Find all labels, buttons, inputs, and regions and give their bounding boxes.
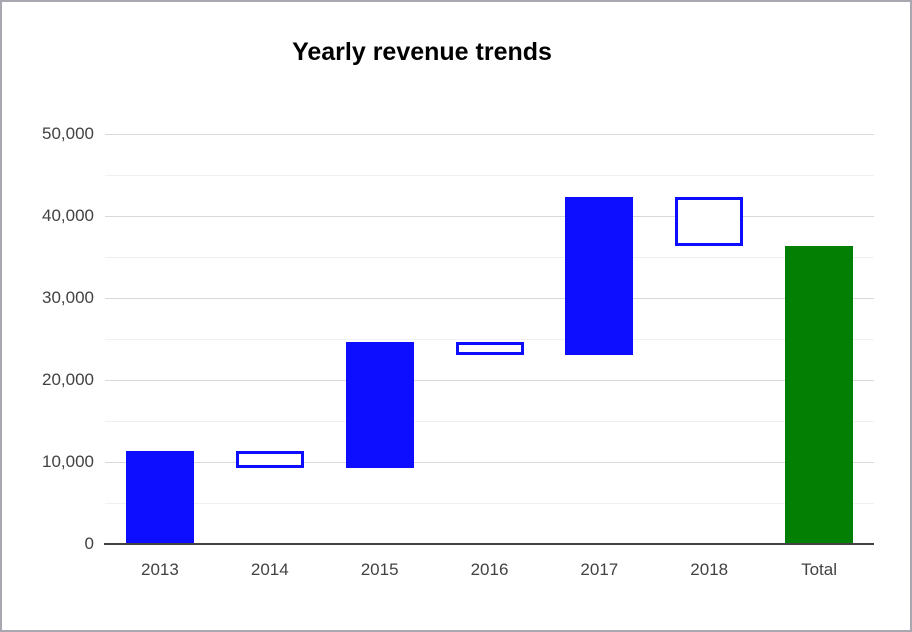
y-axis-tick-label: 0	[84, 534, 94, 553]
waterfall-bar-2014	[235, 450, 304, 468]
waterfall-bar-2013	[125, 450, 194, 544]
waterfall-bar-2016	[455, 342, 524, 356]
gridline-major	[105, 215, 874, 217]
y-axis-tick-label: 20,000	[42, 370, 94, 389]
gridline-minor	[105, 338, 874, 340]
gridline-minor	[105, 502, 874, 504]
x-axis-tick-label: 2015	[360, 560, 399, 579]
x-axis-tick-label: 2013	[141, 560, 179, 579]
chart-title: Yearly revenue trends	[292, 38, 552, 66]
y-axis-tick-label: 10,000	[42, 452, 94, 471]
gridline-minor	[105, 256, 874, 258]
gridline-major	[105, 379, 874, 381]
x-axis-baseline	[104, 543, 874, 545]
gridline-major	[105, 133, 874, 135]
x-axis-tick-label: 2016	[470, 560, 509, 579]
x-axis-tick-label: Total	[801, 560, 838, 579]
waterfall-bar-2017	[565, 197, 634, 356]
y-axis-tick-label: 30,000	[42, 288, 94, 307]
y-axis-tick-label: 50,000	[42, 124, 94, 143]
y-axis-tick-label: 40,000	[42, 206, 94, 225]
gridline-major	[105, 461, 874, 463]
waterfall-bar-2018	[675, 197, 744, 246]
x-axis-tick-label: 2018	[690, 560, 729, 579]
gridline-minor	[105, 420, 874, 422]
waterfall-bar-total	[785, 245, 854, 544]
gridline-major	[105, 297, 874, 299]
waterfall-bar-2015	[345, 342, 414, 468]
gridline-minor	[105, 174, 874, 176]
x-axis-tick-label: 2017	[580, 560, 619, 579]
x-axis-tick-label: 2014	[250, 560, 289, 579]
